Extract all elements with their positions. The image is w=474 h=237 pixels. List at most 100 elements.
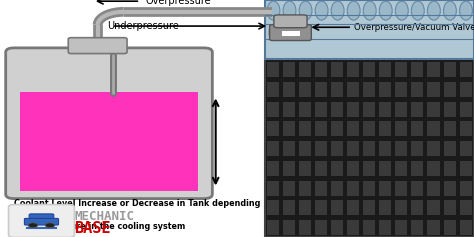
Bar [331,62,343,77]
Bar [379,161,392,176]
Text: on the pressure in the cooling system: on the pressure in the cooling system [14,222,185,231]
Bar [299,220,311,235]
FancyBboxPatch shape [9,205,74,237]
Bar [283,201,295,215]
Bar [267,62,279,77]
Bar [299,141,311,156]
Ellipse shape [428,1,440,20]
Bar [347,62,359,77]
Bar [379,201,392,215]
Bar [299,201,311,215]
Bar [379,220,392,235]
Bar [395,82,408,97]
Bar [283,141,295,156]
Bar [363,141,375,156]
Bar [331,201,343,215]
Bar [267,201,279,215]
Bar [444,141,456,156]
FancyBboxPatch shape [270,25,311,41]
Bar [347,201,359,215]
Bar [299,161,311,176]
Ellipse shape [379,1,392,20]
Bar [460,201,472,215]
Text: Overpressure/Vacuum Valve: Overpressure/Vacuum Valve [355,23,474,32]
Bar [267,161,279,176]
Ellipse shape [444,1,456,20]
Bar [395,102,408,117]
Bar [267,141,279,156]
Bar [379,102,392,117]
Bar [428,141,439,156]
Text: Coolant Level Increase or Decrease in Tank depending: Coolant Level Increase or Decrease in Ta… [14,199,261,208]
Bar [20,92,198,191]
Bar [363,122,375,136]
Bar [283,122,295,136]
Text: Overpressure: Overpressure [145,0,210,6]
Bar [411,82,423,97]
Ellipse shape [347,1,360,20]
Bar [283,161,295,176]
Bar [363,82,375,97]
Bar [347,220,359,235]
Bar [283,220,295,235]
Text: BASE: BASE [74,221,111,236]
Bar [411,102,423,117]
Bar [428,201,439,215]
Bar [379,62,392,77]
Bar [395,220,408,235]
Ellipse shape [331,1,344,20]
Bar [460,62,472,77]
Bar [395,141,408,156]
Bar [283,82,295,97]
Bar [267,82,279,97]
Bar [460,220,472,235]
Bar [411,122,423,136]
Bar [331,102,343,117]
Bar [444,181,456,196]
Bar [428,62,439,77]
Bar [444,161,456,176]
Bar [347,141,359,156]
Bar [444,220,456,235]
Bar [428,102,439,117]
Bar [299,181,311,196]
Bar [411,220,423,235]
Bar [428,220,439,235]
Bar [411,161,423,176]
Bar [460,181,472,196]
FancyBboxPatch shape [68,38,127,54]
Bar [299,62,311,77]
Bar [395,161,408,176]
Bar [411,201,423,215]
Circle shape [45,223,55,228]
Bar [363,181,375,196]
Bar [411,181,423,196]
Bar [265,59,474,237]
Ellipse shape [283,1,296,20]
Bar [347,181,359,196]
Bar [363,62,375,77]
Bar [331,220,343,235]
Bar [267,181,279,196]
Bar [281,30,300,36]
Ellipse shape [363,1,376,20]
Bar [283,62,295,77]
Bar [379,181,392,196]
Bar [315,161,327,176]
Bar [299,102,311,117]
Bar [460,141,472,156]
Bar [363,220,375,235]
Bar [444,201,456,215]
Ellipse shape [315,1,328,20]
Bar [395,122,408,136]
Bar [411,141,423,156]
Bar [363,201,375,215]
FancyBboxPatch shape [24,219,59,225]
Bar [315,141,327,156]
Bar [265,0,474,59]
Bar [267,122,279,136]
Bar [331,141,343,156]
Bar [331,122,343,136]
Bar [379,122,392,136]
Bar [315,102,327,117]
